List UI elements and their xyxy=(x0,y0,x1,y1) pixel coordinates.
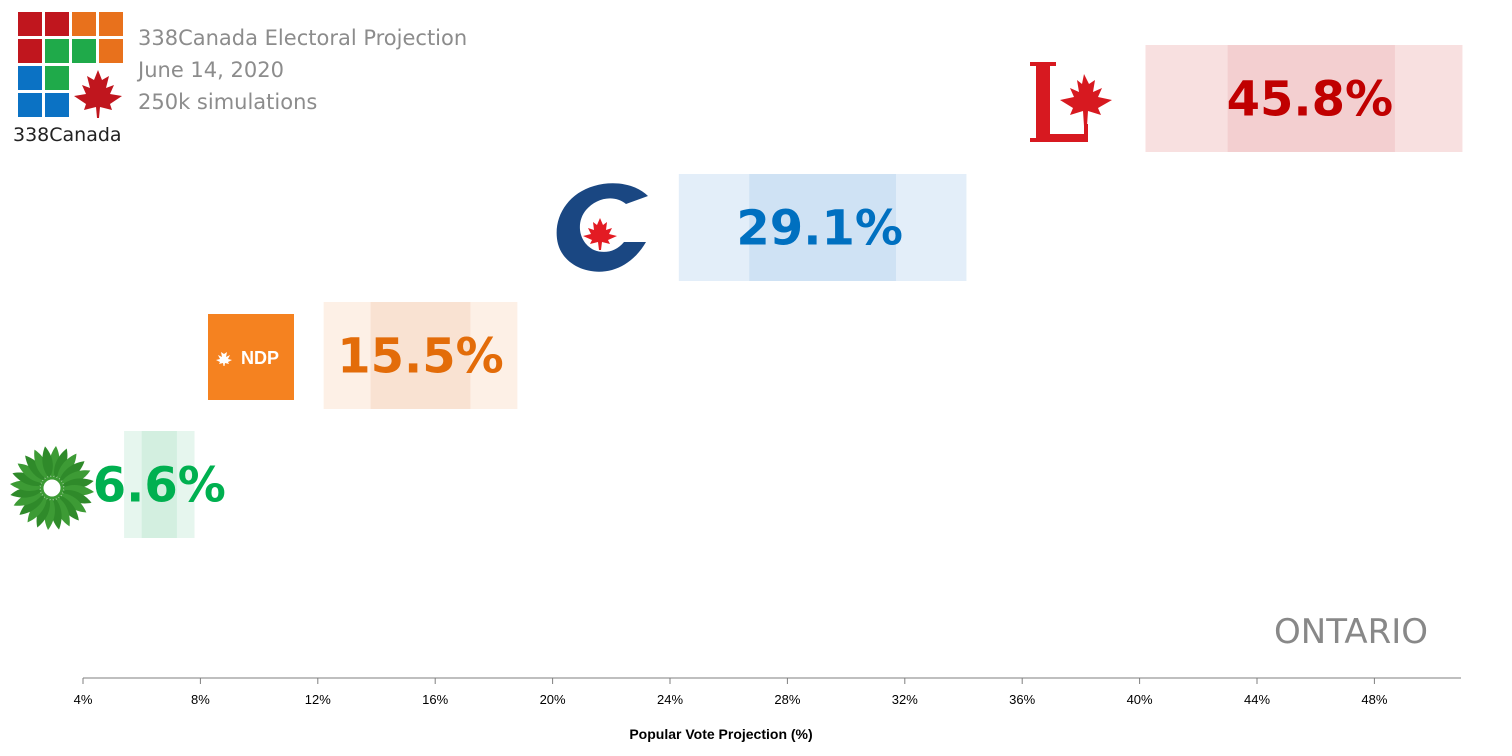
x-tick-label: 16% xyxy=(422,692,448,707)
x-tick-label: 32% xyxy=(892,692,918,707)
green-logo-petal xyxy=(61,490,92,504)
green-logo-petal xyxy=(59,461,85,481)
green-logo-petal xyxy=(19,495,45,515)
green-logo-petal xyxy=(36,497,50,528)
x-tick-label: 12% xyxy=(305,692,331,707)
x-tick-label: 20% xyxy=(540,692,566,707)
inner-interval-bar-green xyxy=(141,431,177,538)
data-label-cpc: 29.1% xyxy=(736,201,903,257)
x-axis-title: Popular Vote Projection (%) xyxy=(629,726,813,742)
green-logo-petal xyxy=(42,446,53,479)
brand-logo-icon xyxy=(18,12,123,118)
data-label-lpc: 45.8% xyxy=(1227,72,1394,128)
simulation-count: 250k simulations xyxy=(138,90,318,114)
x-tick-label: 44% xyxy=(1244,692,1270,707)
conservative-logo-icon xyxy=(556,183,648,272)
chart-title: 338Canada Electoral Projection xyxy=(138,26,468,50)
x-tick-label: 28% xyxy=(774,692,800,707)
green-logo-petal xyxy=(59,495,79,521)
green-logo-petal xyxy=(60,470,91,484)
green-logo-petal xyxy=(13,492,44,506)
green-logo-petal xyxy=(60,493,87,513)
inner-interval-bar-lpc xyxy=(1227,45,1395,152)
data-label-green: 6.6% xyxy=(93,458,226,514)
inner-interval-bar-cpc xyxy=(749,174,896,281)
brand-name: 338Canada xyxy=(13,124,122,146)
region-label: ONTARIO xyxy=(1274,612,1428,652)
x-tick-label: 48% xyxy=(1361,692,1387,707)
green-logo-petal xyxy=(57,453,77,480)
green-logo-petal xyxy=(25,455,45,481)
green-logo-petal xyxy=(54,448,68,479)
liberal-logo-icon xyxy=(1030,62,1112,142)
x-tick-label: 8% xyxy=(191,692,210,707)
x-tick-label: 36% xyxy=(1009,692,1035,707)
green-logo-petal xyxy=(34,449,48,480)
data-label-ndp: 15.5% xyxy=(337,329,504,385)
x-tick-label: 4% xyxy=(74,692,93,707)
x-tick-label: 40% xyxy=(1127,692,1153,707)
green-logo-center xyxy=(40,476,64,500)
green-logo-petal xyxy=(27,496,47,523)
green-logo-icon xyxy=(10,446,94,530)
green-logo-petal xyxy=(12,472,43,486)
chart-header: 338Canada Electoral Projection June 14, … xyxy=(138,22,467,118)
ndp-logo-icon: NDP xyxy=(208,314,294,400)
green-logo-petal xyxy=(56,496,70,527)
ndp-logo-text: NDP xyxy=(241,348,279,368)
x-tick-label: 24% xyxy=(657,692,683,707)
inner-interval-bar-ndp xyxy=(370,302,471,409)
green-logo-petal xyxy=(17,463,44,483)
projection-date: June 14, 2020 xyxy=(138,58,284,82)
